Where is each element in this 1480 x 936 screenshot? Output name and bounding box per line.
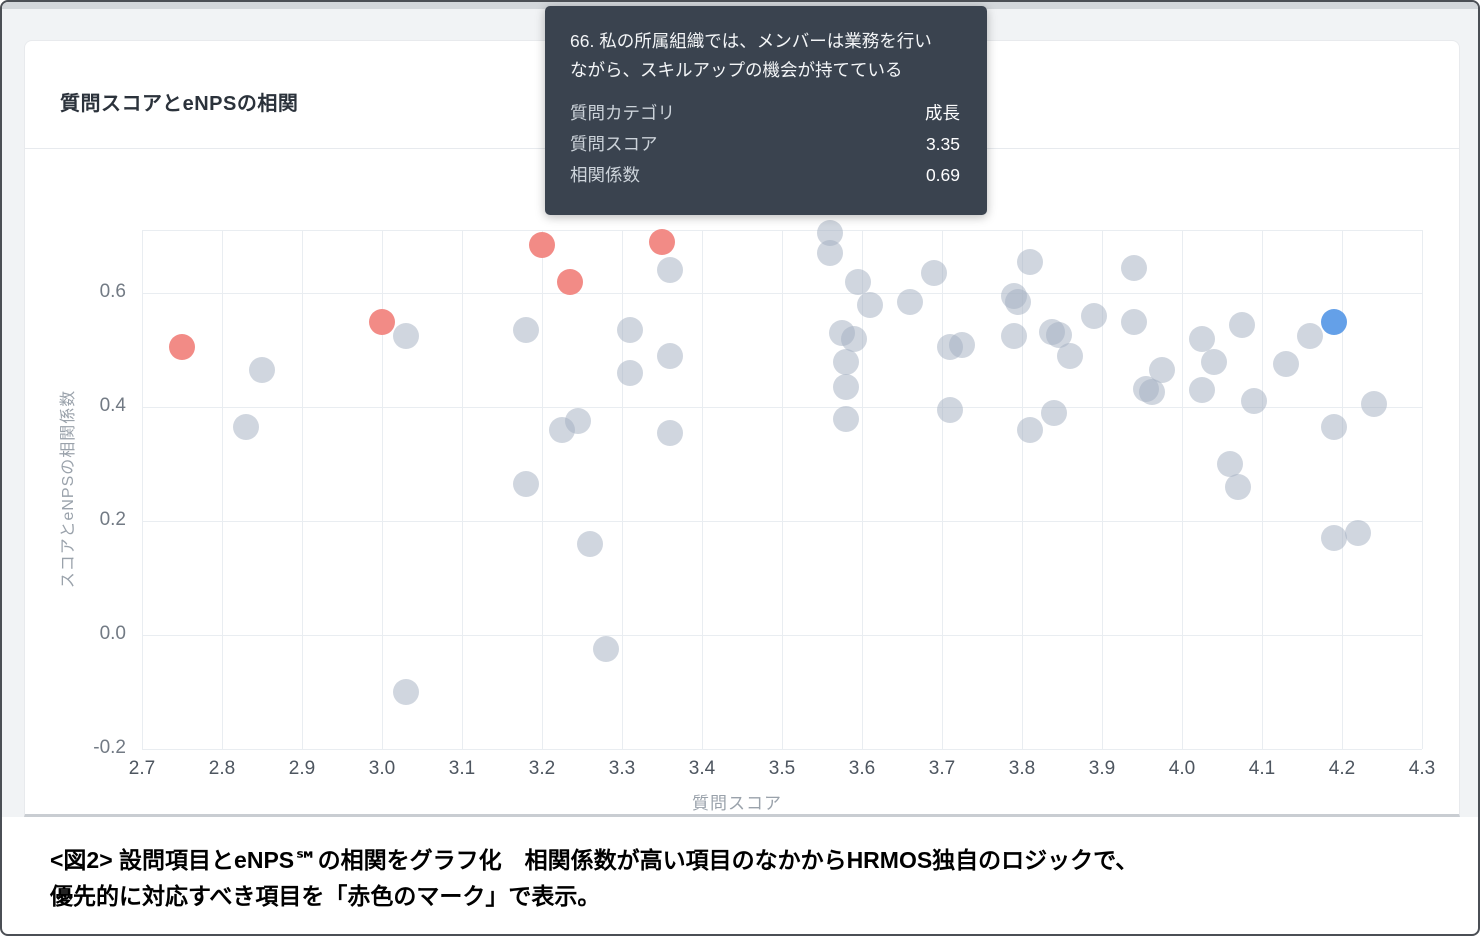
data-point-question-gray[interactable] (1081, 303, 1107, 330)
data-point-question-gray[interactable] (1321, 414, 1347, 441)
data-point-question-gray[interactable] (817, 240, 843, 267)
data-point-question-gray[interactable] (1017, 248, 1043, 275)
data-point-priority-red[interactable] (169, 334, 195, 361)
data-point-question-gray[interactable] (577, 530, 603, 557)
data-point-question-gray[interactable] (1121, 254, 1147, 281)
data-point-question-gray[interactable] (657, 342, 683, 369)
chart-card-title: 質問スコアとeNPSの相関 (60, 93, 299, 115)
data-point-question-gray[interactable] (249, 357, 275, 384)
data-point-priority-red[interactable] (557, 268, 583, 295)
y-axis-title: スコアとeNPSの相関係数 (60, 389, 77, 589)
data-point-question-gray[interactable] (617, 359, 643, 386)
data-point-question-gray[interactable] (1225, 473, 1251, 500)
data-point-question-gray[interactable] (1297, 322, 1323, 349)
tooltip-row-score: 質問スコア 3.35 (570, 129, 960, 160)
data-point-question-gray[interactable] (1229, 311, 1255, 338)
tooltip-value: 3.35 (925, 134, 960, 154)
data-point-question-gray[interactable] (565, 408, 591, 435)
tooltip-rows: 質問カテゴリ 成長 質問スコア 3.35 相関係数 0.69 (570, 98, 960, 191)
figure-caption: <図2> 設問項目とeNPS℠の相関をグラフ化 相関係数が高い項目のなかからHR… (50, 842, 1450, 914)
data-point-question-gray[interactable] (1217, 451, 1243, 478)
data-point-question-gray[interactable] (1201, 348, 1227, 375)
data-point-priority-red[interactable] (649, 228, 675, 255)
data-point-question-gray[interactable] (617, 317, 643, 344)
data-point-question-gray[interactable] (513, 317, 539, 344)
data-point-question-gray[interactable] (1361, 391, 1387, 418)
data-point-question-gray[interactable] (593, 636, 619, 663)
tooltip-question-text: 66. 私の所属組織では、メンバーは業務を行い ながら、スキルアップの機会が持て… (570, 31, 932, 80)
data-point-question-gray[interactable] (1121, 308, 1147, 335)
data-point-question-gray[interactable] (657, 257, 683, 284)
tooltip-value: 0.69 (925, 165, 960, 185)
figure-caption-line2: 優先的に対応すべき項目を「赤色のマーク」で表示。 (50, 883, 601, 909)
data-point-question-gray[interactable] (1017, 416, 1043, 443)
data-point-question-gray[interactable] (1241, 388, 1267, 415)
x-axis-title: 質問スコア (692, 794, 782, 813)
figure-caption-line1: <図2> 設問項目とeNPS℠の相関をグラフ化 相関係数が高い項目のなかからHR… (50, 847, 1139, 873)
data-point-question-gray[interactable] (833, 348, 859, 375)
data-point-question-gray[interactable] (1345, 519, 1371, 546)
data-point-question-gray[interactable] (841, 325, 867, 352)
data-point-question-gray[interactable] (1149, 357, 1175, 384)
data-point-question-gray[interactable] (233, 414, 259, 441)
data-point-question-gray[interactable] (1001, 322, 1027, 349)
data-point-question-gray[interactable] (1057, 342, 1083, 369)
data-point-question-gray[interactable] (833, 405, 859, 432)
data-point-question-gray[interactable] (513, 471, 539, 498)
data-point-question-gray[interactable] (833, 374, 859, 401)
tooltip-label: 相関係数 (570, 165, 640, 185)
tooltip-value: 成長 (925, 103, 960, 123)
data-point-question-gray[interactable] (949, 331, 975, 358)
tooltip-label: 質問スコア (570, 134, 658, 154)
data-point-question-gray[interactable] (657, 419, 683, 446)
data-point-question-gray[interactable] (393, 679, 419, 706)
data-point-priority-red[interactable] (529, 231, 555, 258)
tooltip-row-category: 質問カテゴリ 成長 (570, 98, 960, 129)
data-point-question-gray[interactable] (1189, 325, 1215, 352)
datapoint-tooltip: 66. 私の所属組織では、メンバーは業務を行い ながら、スキルアップの機会が持て… (545, 6, 987, 215)
data-point-question-gray[interactable] (1005, 288, 1031, 315)
data-point-question-gray[interactable] (937, 397, 963, 424)
tooltip-row-correlation: 相関係数 0.69 (570, 160, 960, 191)
data-point-question-gray[interactable] (845, 268, 871, 295)
data-point-question-gray[interactable] (921, 260, 947, 287)
data-point-question-gray[interactable] (393, 322, 419, 349)
data-point-question-gray[interactable] (897, 288, 923, 315)
data-point-priority-red[interactable] (369, 308, 395, 335)
data-point-question-gray[interactable] (1041, 399, 1067, 426)
data-point-question-gray[interactable] (1189, 377, 1215, 404)
data-point-question-gray[interactable] (857, 291, 883, 318)
window-top-strip (2, 2, 1478, 9)
data-point-question-gray[interactable] (1139, 379, 1166, 406)
data-point-question-gray[interactable] (1321, 525, 1347, 552)
tooltip-label: 質問カテゴリ (570, 103, 675, 123)
data-point-question-gray[interactable] (1273, 351, 1299, 378)
data-point-selected-blue[interactable] (1321, 308, 1347, 335)
